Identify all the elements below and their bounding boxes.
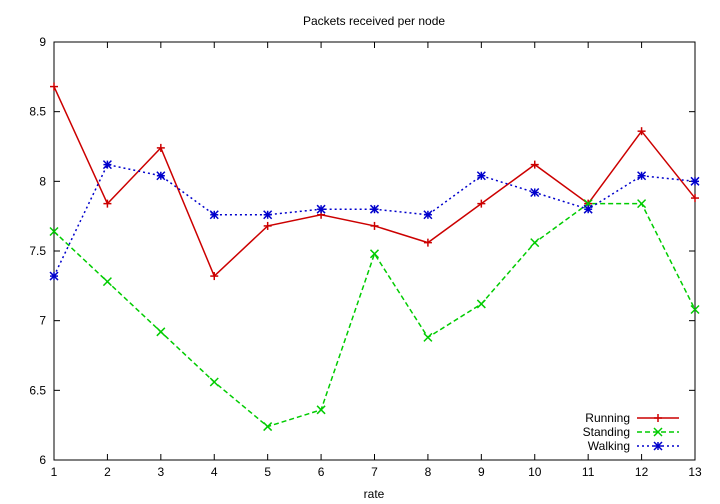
- data-point: [637, 127, 646, 136]
- data-point: [209, 210, 219, 220]
- data-point: [477, 199, 486, 208]
- x-tick-label: 10: [528, 465, 542, 479]
- data-point: [156, 327, 166, 337]
- chart-title: Packets received per node: [303, 14, 445, 28]
- x-tick-label: 12: [635, 465, 649, 479]
- series-line: [53, 163, 696, 277]
- data-point: [423, 210, 433, 220]
- series-layer: [49, 82, 700, 432]
- series-walking: [49, 160, 700, 281]
- data-point: [637, 199, 647, 209]
- y-tick-label: 9: [39, 35, 46, 49]
- x-tick-label: 5: [264, 465, 271, 479]
- data-point: [102, 160, 112, 170]
- legend-marker: [653, 427, 663, 437]
- data-point: [423, 332, 433, 342]
- y-tick-label: 8.5: [29, 105, 46, 119]
- x-axis-label: rate: [364, 487, 385, 501]
- x-tick-label: 9: [478, 465, 485, 479]
- y-tick-label: 8: [39, 174, 46, 188]
- data-point: [423, 238, 432, 247]
- data-point: [369, 204, 380, 214]
- data-point: [370, 221, 379, 230]
- data-point: [263, 221, 272, 230]
- data-point: [49, 226, 59, 237]
- x-tick-label: 1: [51, 465, 58, 479]
- data-point: [530, 238, 540, 248]
- data-point: [102, 277, 112, 287]
- legend-marker: [654, 414, 662, 422]
- data-point: [691, 194, 699, 203]
- data-point: [156, 171, 166, 181]
- data-point: [210, 272, 219, 281]
- data-point: [263, 422, 273, 432]
- data-point: [316, 405, 326, 415]
- data-point: [530, 160, 539, 169]
- data-point: [156, 143, 165, 152]
- legend-label: Running: [585, 411, 630, 425]
- data-point: [476, 171, 486, 181]
- x-tick-label: 13: [688, 465, 702, 479]
- data-point: [103, 199, 112, 208]
- series-standing: [49, 199, 700, 432]
- legend-marker: [653, 441, 663, 451]
- data-point: [263, 210, 273, 220]
- data-point: [316, 204, 326, 214]
- x-tick-label: 8: [425, 465, 432, 479]
- x-tick-label: 3: [157, 465, 164, 479]
- data-point: [690, 304, 700, 315]
- plot-frame: [53, 41, 696, 461]
- y-tick-label: 6: [39, 453, 46, 467]
- series-line: [53, 86, 696, 278]
- x-tick-label: 6: [318, 465, 325, 479]
- data-point: [209, 377, 219, 387]
- x-tick-label: 2: [104, 465, 111, 479]
- legend-label: Walking: [588, 439, 630, 453]
- x-tick-label: 11: [582, 465, 595, 479]
- series-running: [50, 82, 699, 281]
- data-point: [690, 176, 700, 186]
- y-tick-label: 6.5: [29, 383, 46, 397]
- x-tick-label: 7: [371, 465, 378, 479]
- data-point: [369, 249, 380, 259]
- data-point: [476, 299, 486, 309]
- data-point: [49, 271, 59, 281]
- y-axis-ticks: 6 6.5 7 7.5 8 8.5 9: [29, 35, 695, 467]
- data-point: [583, 204, 593, 214]
- x-axis-ticks: 1 2 3 4 5 6 7 8 9 10 11 12 13: [51, 42, 702, 479]
- series-line: [53, 202, 696, 428]
- y-tick-label: 7: [39, 314, 46, 328]
- legend-label: Standing: [583, 425, 630, 439]
- data-point: [530, 187, 540, 198]
- data-point: [50, 82, 58, 91]
- y-tick-label: 7.5: [29, 244, 46, 258]
- x-tick-label: 4: [211, 465, 218, 479]
- data-point: [637, 171, 647, 181]
